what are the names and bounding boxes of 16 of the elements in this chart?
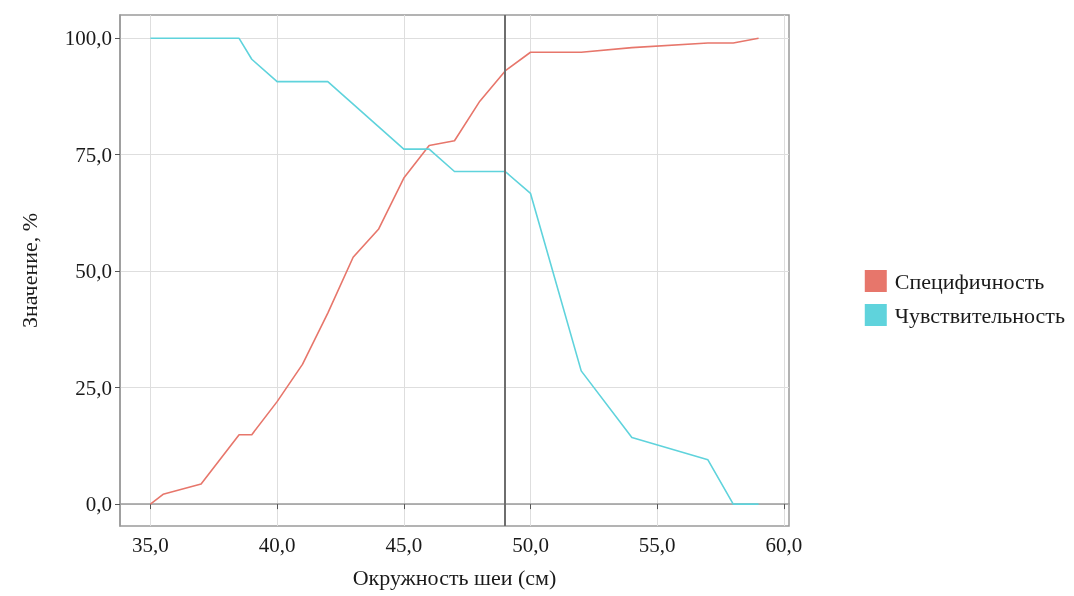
y-axis-title: Значение, %	[16, 212, 42, 329]
y-tick-label: 50,0	[75, 259, 112, 284]
y-tick-label: 100,0	[64, 26, 112, 51]
y-tick-label: 25,0	[75, 375, 112, 400]
legend-label: Чувствительность	[894, 302, 1066, 328]
legend-label: Специфичность	[894, 268, 1045, 294]
x-tick-label: 35,0	[132, 532, 169, 557]
line-series	[149, 37, 760, 505]
x-tick-label: 40,0	[258, 532, 296, 557]
x-axis-title: Окружность шеи (см)	[352, 564, 557, 590]
x-tick-label: 55,0	[638, 532, 676, 557]
x-tick-label: 45,0	[385, 532, 423, 557]
y-tick-label: 0,0	[85, 492, 112, 517]
x-tick-label: 60,0	[765, 532, 803, 557]
x-tick-label: 50,0	[512, 532, 549, 557]
y-tick-label: 75,0	[75, 142, 112, 167]
